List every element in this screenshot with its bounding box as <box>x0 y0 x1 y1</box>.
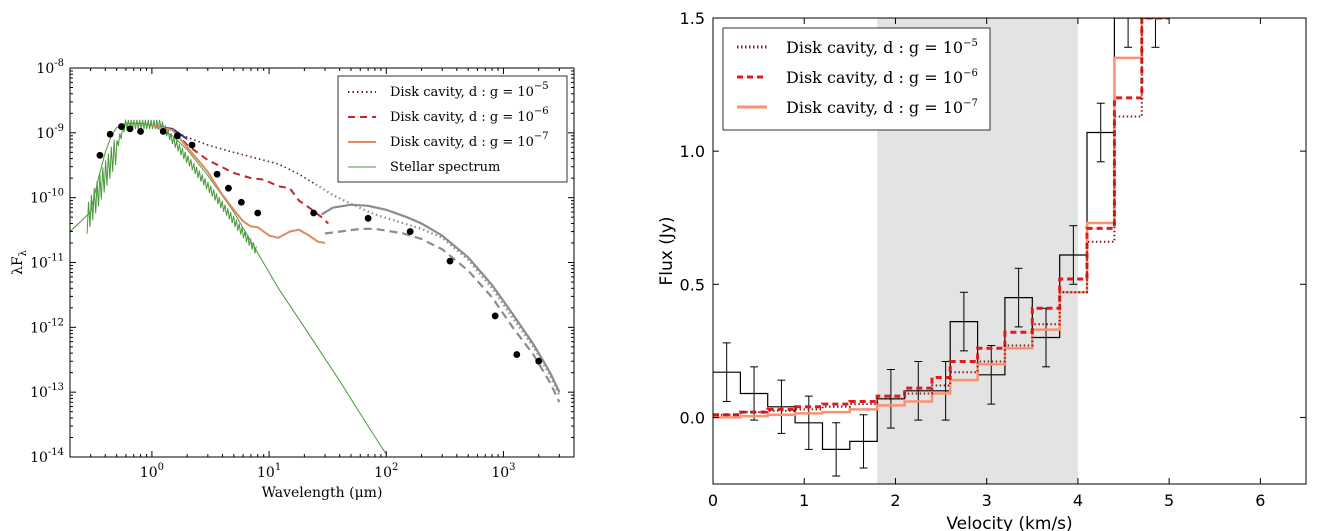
photometry-point <box>96 151 104 159</box>
y-tick-label: 10-8 <box>36 58 64 77</box>
y-tick-label: 1.0 <box>680 142 705 161</box>
legend-label: Stellar spectrum <box>390 160 500 175</box>
velocity-model-line-5 <box>713 18 1170 416</box>
y-tick-label: 10-9 <box>36 123 64 142</box>
x-tick-label: 100 <box>140 462 164 481</box>
photometry-point <box>106 130 114 138</box>
photometry-point <box>513 351 521 358</box>
photometry-point <box>159 128 167 135</box>
sed-line-5 <box>151 124 317 186</box>
photometry-point <box>173 132 181 140</box>
sed-line-6 <box>151 124 329 225</box>
sed-plot-area <box>70 119 561 455</box>
legend-label: Disk cavity, d : g = 10−5 <box>786 38 978 57</box>
y-tick-label: 0.5 <box>680 275 705 294</box>
velocity-legend: Disk cavity, d : g = 10−5 Disk cavity, d … <box>722 27 991 131</box>
grey-model-line-dashed <box>324 227 561 403</box>
sed-line-7 <box>151 124 326 244</box>
legend-box <box>337 75 568 183</box>
y-axis-label: Flux (Jy) <box>657 216 677 285</box>
x-tick-label: 0 <box>708 491 718 510</box>
legend-label: Disk cavity, d : g = 10−6 <box>390 106 549 125</box>
y-tick-label: 10-11 <box>30 253 64 272</box>
sed-legend: Disk cavity, d : g = 10−5 Disk cavity, d … <box>337 75 568 183</box>
x-tick-label: 4 <box>1073 491 1083 510</box>
photometry-point <box>364 214 372 222</box>
y-tick-label: 10-14 <box>30 447 64 466</box>
grey-model-line-dotted <box>315 183 561 396</box>
y-axis-label: λFλ <box>10 249 29 275</box>
y-tick-label: 0.0 <box>680 408 705 427</box>
x-tick-label: 101 <box>257 462 281 481</box>
photometry-point <box>213 170 221 178</box>
legend-box <box>722 27 991 131</box>
photometry-point <box>535 357 543 365</box>
photometry-point <box>225 184 232 192</box>
x-axis-label: Velocity (km/s) <box>946 514 1072 531</box>
stellar-spectrum-noise <box>86 119 257 254</box>
y-tick-label: 10-10 <box>30 188 64 207</box>
y-tick-label: 1.5 <box>680 9 705 28</box>
photometry-point <box>188 141 196 149</box>
velocity-model-line-6 <box>713 18 1170 417</box>
x-tick-label: 3 <box>982 491 992 510</box>
y-tick-label: 10-13 <box>30 382 64 401</box>
photometry-point <box>446 257 454 265</box>
x-tick-label: 6 <box>1255 491 1265 510</box>
photometry-point <box>237 198 245 206</box>
photometry-point <box>137 128 144 135</box>
photometry-point <box>126 125 134 133</box>
y-tick-label: 10-12 <box>30 317 64 336</box>
x-tick-label: 103 <box>491 462 515 481</box>
photometry-point <box>254 209 262 217</box>
legend-label: Disk cavity, d : g = 10−6 <box>786 68 978 87</box>
x-axis-label: Wavelength (μm) <box>262 485 383 501</box>
x-tick-label: 5 <box>1164 491 1174 510</box>
photometry-point <box>118 123 125 130</box>
photometry-point <box>491 312 499 320</box>
grey-model-line-solid <box>320 203 561 393</box>
x-tick-label: 1 <box>799 491 809 510</box>
velocity-frame <box>712 17 1307 485</box>
photometry-point <box>406 228 414 235</box>
photometry-point <box>310 209 318 217</box>
legend-label: Disk cavity, d : g = 10−5 <box>390 81 549 100</box>
legend-label: Disk cavity, d : g = 10−7 <box>390 131 549 150</box>
observed-step-line <box>713 18 1170 450</box>
x-tick-label: 2 <box>890 491 900 510</box>
x-tick-label: 102 <box>374 462 398 481</box>
legend-label: Disk cavity, d : g = 10−7 <box>786 98 978 117</box>
